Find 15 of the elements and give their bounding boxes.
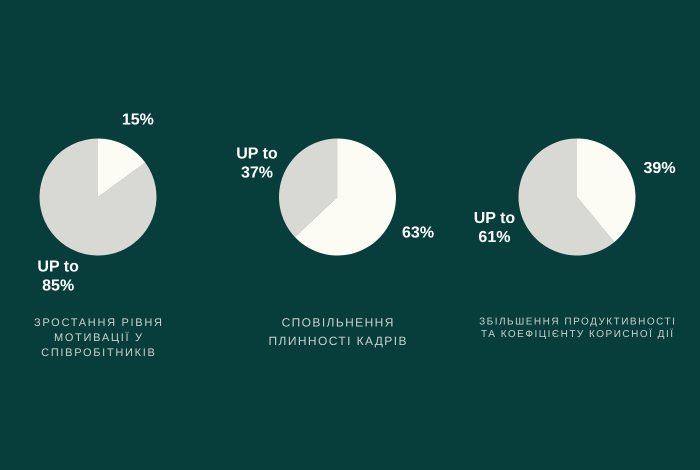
data-label: UP to 37%	[236, 145, 278, 182]
data-label: 63%	[402, 224, 434, 242]
pie-slice	[98, 138, 146, 197]
pie-slice	[279, 138, 338, 238]
pie-slice	[518, 138, 614, 256]
text: СПОВІЛЬНЕННЯ ПЛИННОСТІ КАДРІВ	[268, 315, 408, 348]
pie-slice	[294, 138, 396, 256]
data-label: 15%	[122, 112, 154, 129]
data-label: UP to 85%	[37, 258, 80, 294]
pie-slice	[40, 138, 156, 256]
text: ЗБІЛЬШЕННЯ ПРОДУКТИВНОСТІ ТА КОЕФІЦІЄНТУ КОРИСНОЇ ДІЇ	[479, 316, 676, 340]
data-label: UP to 61%	[474, 210, 516, 246]
pie-slice	[577, 138, 636, 242]
data-label: 39%	[644, 160, 676, 178]
text: ЗРОСТАННЯ РІВНЯ МОТИВАЦІЇ У СПІВРОБІТНИКІВ	[34, 316, 164, 359]
